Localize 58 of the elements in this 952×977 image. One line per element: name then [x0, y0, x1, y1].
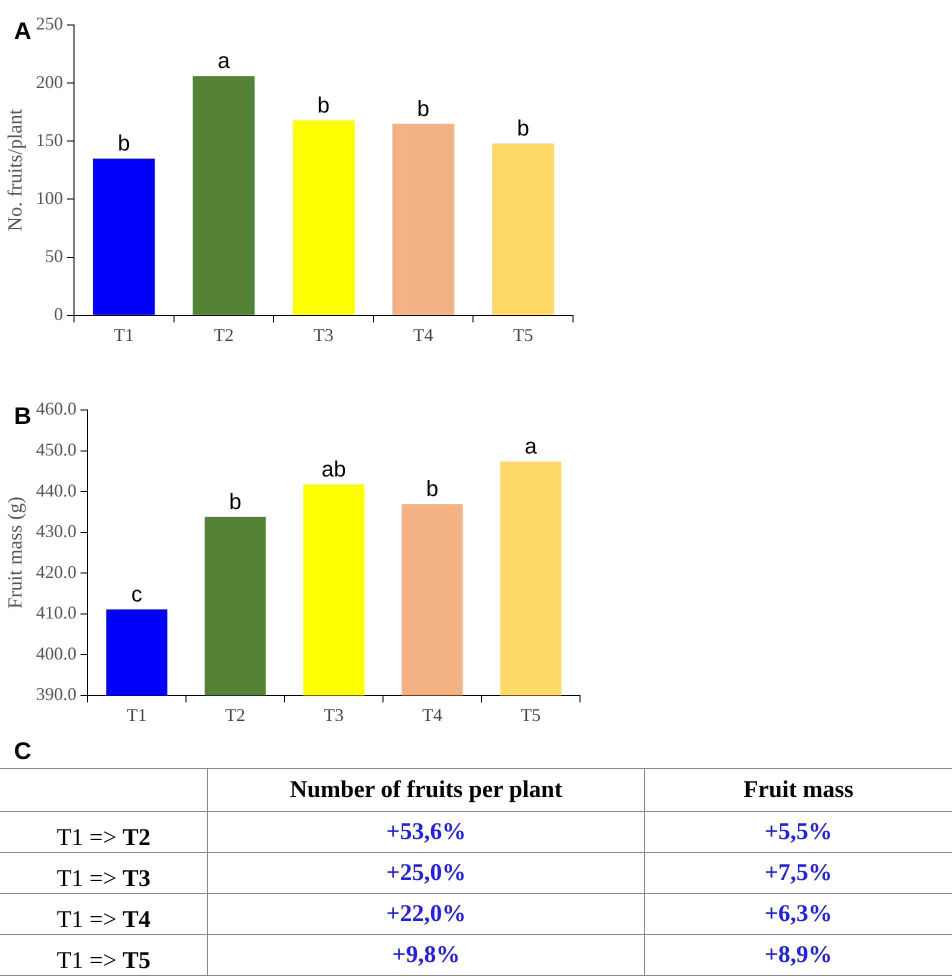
y-tick-label: 440.0 [36, 480, 76, 500]
y-axis-title: Fruit mass (g) [4, 496, 26, 609]
text: +6,3% [764, 900, 832, 926]
y-tick-label: 430.0 [36, 521, 76, 542]
y-tick-label: 250 [36, 14, 63, 34]
bar [192, 76, 255, 315]
chart-title: B [14, 403, 32, 431]
bar [392, 124, 454, 315]
data-label: c [131, 581, 142, 606]
x-tick-label: T2 [225, 704, 246, 725]
data-label: b [417, 96, 430, 121]
text: +25,0% [386, 860, 466, 886]
y-tick-label: 390.0 [36, 684, 76, 704]
y-tick-label: 100 [36, 188, 63, 208]
data-label: a [524, 433, 538, 458]
data-label: ab [322, 456, 346, 482]
x-tick-label: T1 [126, 704, 147, 725]
data-label: b [229, 488, 242, 514]
category-label: T1 => T5 [56, 948, 151, 974]
category-label: Fruit mass [644, 768, 952, 812]
y-tick-label: 50 [45, 246, 63, 266]
y-tick-label: 420.0 [36, 562, 76, 582]
bar [92, 158, 155, 315]
text: +22,0% [386, 900, 466, 926]
x-tick-label: T2 [214, 324, 234, 345]
data-label: a [218, 48, 231, 74]
data-label: b [118, 130, 130, 156]
category-label: Number of fruits per plant [208, 768, 644, 812]
x-tick-label: T3 [324, 704, 344, 725]
y-tick-label: 200 [36, 72, 63, 92]
y-tick-label: 0 [54, 304, 63, 324]
data-label: b [317, 92, 330, 118]
text: +7,5% [764, 860, 832, 886]
y-tick-label: 450.0 [36, 440, 76, 460]
category-label: T1 => T3 [56, 866, 151, 892]
x-tick-label: T1 [114, 324, 134, 345]
text: C [14, 738, 32, 766]
text: +53,6% [386, 818, 466, 844]
y-tick-label: 460.0 [36, 398, 76, 419]
text: +9,8% [392, 942, 460, 968]
bar [492, 143, 554, 315]
x-tick-label: T4 [422, 704, 442, 725]
x-tick-label: T4 [413, 324, 434, 345]
y-tick-label: 400.0 [36, 643, 76, 664]
chart-title: A [14, 18, 32, 46]
x-tick-label: T5 [520, 704, 541, 725]
y-axis-title: No. fruits/plant [4, 108, 26, 232]
text: +5,5% [764, 818, 832, 844]
data-label: b [516, 116, 530, 141]
y-tick-label: 150 [36, 130, 63, 150]
y-tick-label: 410.0 [36, 602, 76, 623]
bar [292, 120, 354, 315]
category-label: T1 => T4 [56, 907, 151, 933]
text: +8,9% [764, 942, 832, 968]
x-tick-label: T3 [314, 324, 334, 345]
data-label: b [426, 476, 438, 502]
category-label: T1 => T2 [56, 825, 151, 851]
x-tick-label: T5 [513, 324, 534, 345]
